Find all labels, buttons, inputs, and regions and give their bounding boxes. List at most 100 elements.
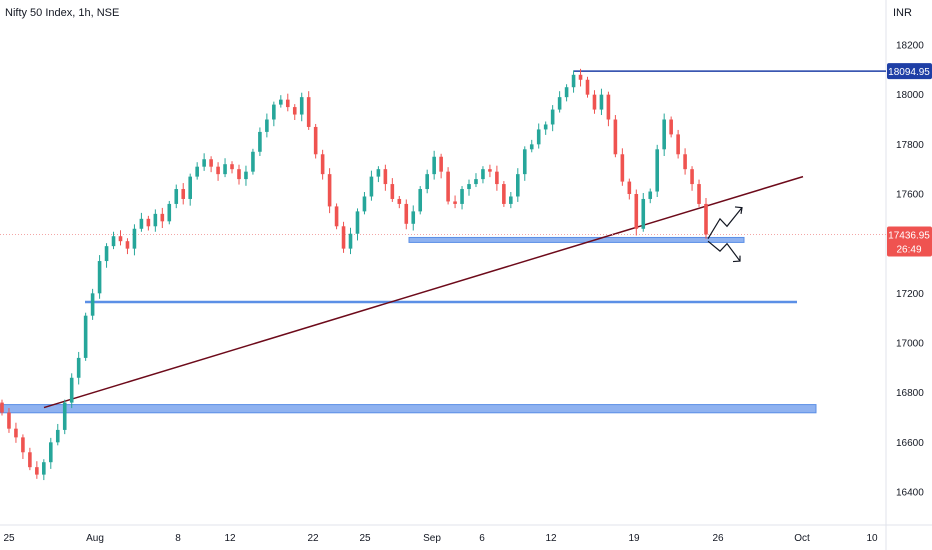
x-tick-label: 22 (307, 533, 319, 544)
candle-body (648, 191, 653, 199)
candle-body (153, 213, 158, 227)
candle-body (348, 233, 353, 249)
candle-body (697, 184, 701, 204)
candle-body (35, 467, 39, 475)
candle-body (432, 156, 436, 175)
candle-body (209, 159, 213, 167)
candle-body (550, 109, 555, 125)
x-tick-label: 10 (866, 533, 878, 544)
y-tick-label: 17800 (896, 140, 924, 151)
candle-body (425, 174, 429, 190)
projection-down-path (707, 240, 741, 262)
candle-body (627, 181, 632, 194)
candle-body (90, 293, 95, 316)
x-tick-label: 6 (479, 533, 485, 544)
candle-body (167, 203, 172, 222)
x-tick-label: Oct (794, 533, 810, 544)
candle-body (42, 462, 46, 475)
y-tick-label: 16400 (896, 488, 924, 499)
candle-body (195, 166, 199, 177)
candle-body (279, 99, 283, 105)
candle-body (139, 218, 144, 229)
candle-body (446, 171, 450, 202)
candle-body (634, 194, 639, 229)
candle-body (502, 184, 506, 204)
candle-body (571, 74, 576, 88)
projection-up-arrowhead (734, 206, 743, 214)
candle-body (704, 203, 708, 235)
candle-body (397, 198, 402, 204)
candle-body (467, 184, 471, 190)
resistance-price-tag (887, 63, 932, 80)
candle-body (683, 154, 687, 170)
candle-body (564, 87, 569, 98)
x-tick-label: 25 (3, 533, 15, 544)
projection-down-arrowhead (732, 255, 741, 263)
candle-body (662, 119, 666, 150)
y-tick-label: 17200 (896, 289, 924, 300)
candle-body (641, 198, 646, 229)
candle-body (258, 131, 262, 152)
candle-body (676, 134, 680, 155)
candle-body (174, 189, 179, 204)
candle-body (299, 97, 304, 115)
candle-body (488, 169, 492, 172)
candle-body (0, 402, 4, 413)
candle-body (495, 171, 499, 185)
candle-body (76, 357, 81, 378)
last-price-tag (887, 226, 932, 257)
candle-body (272, 104, 276, 120)
candle-body (132, 228, 137, 249)
candle-body (529, 144, 534, 150)
support-zone-lower[interactable] (0, 404, 817, 414)
candle-body (453, 201, 457, 204)
candle-body (599, 94, 604, 110)
candle-body (202, 159, 206, 167)
candle-body (383, 169, 388, 185)
x-tick-label: 8 (175, 533, 181, 544)
y-tick-label: 18200 (896, 41, 924, 52)
candle-body (146, 218, 151, 227)
candle-body (313, 126, 318, 155)
candle-body (543, 124, 548, 130)
candle-body (216, 166, 220, 175)
candle-body (69, 377, 74, 403)
trendline[interactable] (43, 175, 804, 409)
candle-body (118, 236, 123, 242)
support-zone-upper[interactable] (408, 236, 745, 243)
candle-body (230, 164, 234, 170)
candle-body (341, 226, 346, 249)
candle-body (181, 189, 186, 199)
candle-body (306, 97, 311, 127)
y-tick-label: 17000 (896, 339, 924, 350)
candle-body (160, 213, 165, 222)
x-tick-label: 25 (359, 533, 371, 544)
candle-body (7, 412, 11, 429)
candle-body (244, 171, 248, 180)
candle-body (557, 97, 562, 110)
candle-body (362, 196, 367, 212)
candle-body (334, 206, 339, 227)
candle-body (62, 402, 67, 430)
y-tick-label: 18000 (896, 90, 924, 101)
candle-body (669, 119, 673, 135)
candle-body (28, 452, 32, 468)
candle-body (292, 107, 297, 115)
x-tick-label: Sep (423, 533, 441, 544)
candle-body (111, 236, 116, 247)
candle-body (125, 241, 130, 249)
candle-body (369, 176, 374, 197)
x-tick-label: 19 (628, 533, 640, 544)
y-tick-label: 17600 (896, 190, 924, 201)
candle-body (265, 119, 269, 132)
x-tick-label: 12 (224, 533, 236, 544)
candle-body (592, 94, 597, 110)
candle-body (223, 164, 227, 175)
candle-body (481, 169, 485, 180)
candle-body (439, 156, 443, 172)
x-tick-label: Aug (86, 533, 104, 544)
candle-body (55, 429, 60, 443)
